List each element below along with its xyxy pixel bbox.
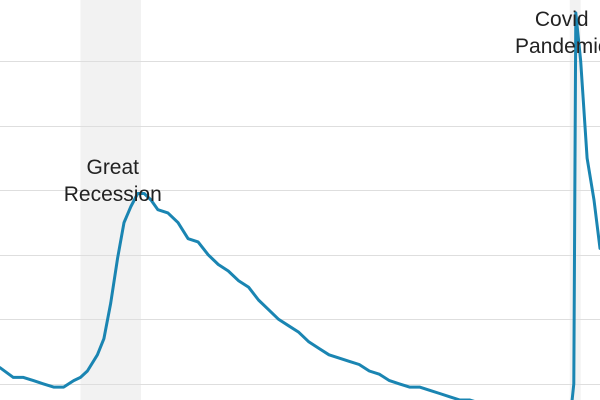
annotations: Great Recession Covid Pandemic xyxy=(64,8,600,206)
annotation-0-line-0: Great xyxy=(86,156,139,179)
shaded-period-0 xyxy=(80,0,141,400)
annotation-1-line-0: Covid xyxy=(535,8,589,31)
annotation-0: Great Recession xyxy=(64,156,162,206)
annotation-1-line-1: Pandemic xyxy=(515,35,600,58)
annotation-1: Covid Pandemic xyxy=(515,8,600,58)
gridlines xyxy=(0,61,600,385)
annotation-0-line-1: Recession xyxy=(64,183,162,206)
series-layer xyxy=(0,11,600,400)
series-line-0 xyxy=(0,11,600,400)
